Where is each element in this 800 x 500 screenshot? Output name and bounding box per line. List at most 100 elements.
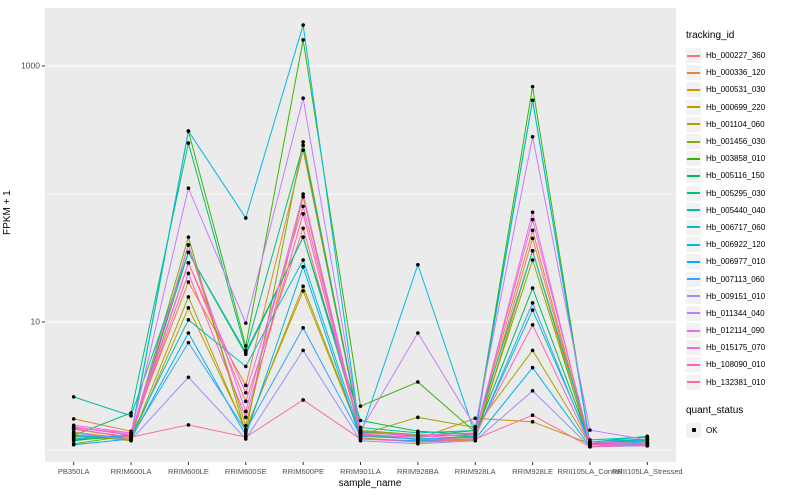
- data-point: [301, 204, 305, 209]
- legend-item-label: Hb_015175_070: [706, 343, 766, 353]
- data-point: [301, 258, 305, 262]
- legend-key-line-icon: [686, 254, 701, 270]
- data-point: [243, 435, 248, 439]
- data-point: [358, 432, 363, 437]
- data-point: [530, 286, 535, 290]
- legend-item-label: Hb_009151_010: [706, 291, 766, 301]
- data-point: [530, 228, 535, 233]
- legend-item: Hb_001104_060: [686, 116, 800, 133]
- data-point: [416, 331, 420, 335]
- legend-item-label: Hb_006922_120: [706, 240, 766, 250]
- x-tick-label: RRIM600PE: [282, 467, 324, 476]
- data-point: [358, 404, 363, 408]
- data-point: [301, 235, 305, 239]
- x-tick-label: RRII105LA_Control: [557, 467, 622, 476]
- data-point: [358, 437, 363, 441]
- legend-item: Hb_005440_040: [686, 202, 800, 219]
- data-point: [530, 248, 535, 253]
- data-point: [243, 415, 248, 420]
- legend-item-label: Hb_000531_030: [706, 85, 766, 95]
- data-point: [243, 390, 248, 395]
- data-point: [243, 216, 248, 220]
- data-point: [301, 143, 305, 148]
- data-point: [301, 23, 305, 27]
- data-point: [243, 399, 248, 404]
- legend-title-tracking-id: tracking_id: [686, 30, 735, 41]
- legend-item: Hb_009151_010: [686, 288, 800, 305]
- legend-key-line-icon: [686, 237, 701, 253]
- data-point: [301, 398, 305, 402]
- data-point: [416, 262, 420, 267]
- legend-item: Hb_007113_060: [686, 270, 800, 287]
- data-point: [186, 318, 191, 322]
- data-point: [301, 38, 305, 42]
- legend-item-label: Hb_005440_040: [706, 205, 766, 215]
- data-point: [186, 340, 191, 345]
- legend-status-item: OK: [686, 422, 800, 439]
- legend-item-label: Hb_000227_360: [706, 51, 766, 61]
- legend-item-label: Hb_000699_220: [706, 102, 766, 112]
- legend-item-label: Hb_000336_120: [706, 68, 766, 78]
- data-point: [530, 84, 535, 89]
- data-point: [71, 427, 76, 431]
- data-point: [530, 413, 535, 418]
- data-point: [243, 409, 248, 414]
- legend-item: Hb_012114_090: [686, 322, 800, 339]
- data-point: [588, 444, 592, 449]
- data-point: [243, 321, 248, 325]
- data-point: [530, 258, 535, 262]
- data-point: [301, 348, 305, 353]
- panel-background: [45, 8, 676, 462]
- data-point: [243, 383, 248, 388]
- legend-key-line-icon: [686, 271, 701, 287]
- data-point: [129, 432, 133, 437]
- data-point: [243, 428, 248, 433]
- data-point: [416, 431, 420, 435]
- data-point: [530, 365, 535, 370]
- data-point: [530, 323, 535, 327]
- data-point: [71, 431, 76, 435]
- data-point: [71, 437, 76, 441]
- data-point: [186, 306, 191, 310]
- legend-item: Hb_005116_150: [686, 167, 800, 184]
- data-point: [530, 301, 535, 305]
- data-point: [129, 414, 133, 418]
- legend-item: Hb_006922_120: [686, 236, 800, 253]
- legend-key-line-icon: [686, 340, 701, 356]
- data-point: [530, 348, 535, 353]
- legend-quant-status: quant_status OK: [686, 405, 800, 439]
- data-point: [301, 284, 305, 289]
- data-point: [71, 417, 76, 421]
- data-point: [645, 442, 650, 447]
- legend-key-line-icon: [686, 288, 701, 304]
- legend-item: Hb_000227_360: [686, 47, 800, 64]
- data-point: [71, 442, 76, 447]
- legend-key-line-icon: [686, 65, 701, 81]
- legend-item: Hb_006977_010: [686, 253, 800, 270]
- data-point: [129, 438, 133, 442]
- data-point: [243, 344, 248, 348]
- data-point: [186, 186, 191, 190]
- data-point: [301, 264, 305, 269]
- data-point: [473, 437, 478, 441]
- data-point: [473, 424, 478, 429]
- data-point: [530, 210, 535, 215]
- legend-item-list: Hb_000227_360 Hb_000336_120 Hb_000531_030 H…: [686, 47, 800, 391]
- legend-key-line-icon: [686, 202, 701, 218]
- x-tick-label: PB350LA: [58, 467, 90, 476]
- data-point: [301, 212, 305, 216]
- legend-key-line-icon: [686, 357, 701, 373]
- x-tick-label: RRIM600SE: [225, 467, 267, 476]
- data-point: [186, 261, 191, 265]
- y-tick-label: 10: [31, 317, 41, 327]
- x-tick-label: RRIM928BA: [397, 467, 439, 476]
- data-point: [186, 331, 191, 335]
- legend-key-line-icon: [686, 323, 701, 339]
- legend-title-quant-status: quant_status: [686, 404, 744, 416]
- data-point: [186, 375, 191, 380]
- x-tick-label: RRIM600LA: [111, 467, 152, 476]
- x-tick-label: RRIM928LA: [455, 467, 496, 476]
- legend-status-label: OK: [706, 425, 718, 435]
- data-point: [71, 395, 76, 399]
